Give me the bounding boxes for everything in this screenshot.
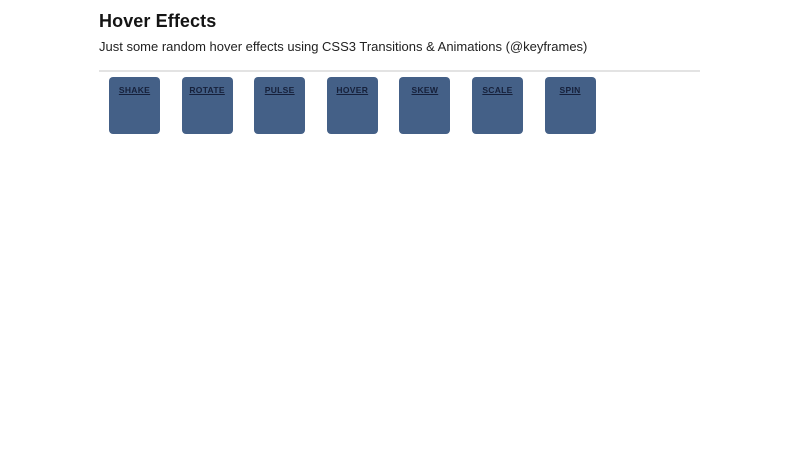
effect-label[interactable]: SHAKE [118, 85, 151, 95]
effect-box-spin[interactable]: SPIN [544, 77, 596, 134]
effect-box-pulse[interactable]: PULSE [254, 77, 306, 134]
effect-box-rotate[interactable]: ROTATE [181, 77, 233, 134]
effects-row: SHAKE ROTATE PULSE HOVER SKEW SCALE SPIN [109, 77, 596, 135]
effect-label[interactable]: SKEW [411, 85, 439, 95]
effect-box-skew[interactable]: SKEW [399, 77, 451, 134]
page-title: Hover Effects [99, 11, 217, 31]
effect-label[interactable]: SPIN [559, 85, 581, 95]
effect-label[interactable]: ROTATE [189, 85, 225, 95]
effect-box-scale[interactable]: SCALE [471, 77, 523, 134]
effect-box-shake[interactable]: SHAKE [109, 77, 160, 134]
page-subtitle: Just some random hover effects using CSS… [99, 39, 588, 54]
effect-label[interactable]: HOVER [336, 85, 369, 95]
header-divider [99, 70, 700, 72]
effect-box-hover[interactable]: HOVER [326, 77, 378, 134]
effect-label[interactable]: SCALE [482, 85, 513, 95]
effect-label[interactable]: PULSE [264, 85, 295, 95]
